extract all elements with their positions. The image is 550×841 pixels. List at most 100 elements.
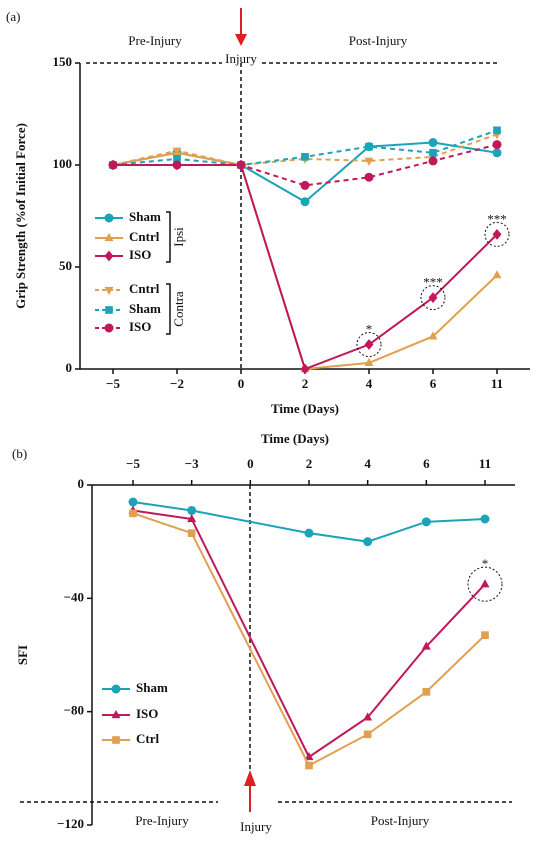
highlight-circle: [420, 285, 446, 311]
data-point: [492, 148, 502, 158]
x-tick-label: −5: [126, 456, 140, 471]
y-axis-label: Grip Strength (%of Initial Force): [13, 123, 28, 309]
y-axis-label: SFI: [15, 645, 30, 665]
x-axis-label: Time (Days): [261, 431, 329, 446]
data-point: [304, 752, 314, 761]
highlight-circle: [467, 566, 503, 602]
y-tick-label: −80: [64, 703, 84, 718]
data-point: [492, 270, 502, 279]
data-point: [173, 155, 181, 163]
data-point: [300, 197, 310, 207]
y-tick-label: 50: [59, 258, 72, 273]
data-point: [492, 140, 502, 150]
injury-label: Injury: [240, 819, 272, 834]
post-injury-label: Post-Injury: [371, 813, 430, 828]
data-point: [422, 688, 431, 696]
data-point: [187, 506, 197, 515]
injury-label: Injury: [225, 51, 257, 66]
data-point: [481, 631, 489, 639]
legend-bracket: [166, 283, 171, 335]
data-point: [300, 180, 310, 190]
x-tick-label: −3: [185, 456, 199, 471]
data-point: [363, 730, 372, 739]
legend-marker: [105, 306, 113, 314]
injury-arrowhead: [244, 770, 256, 786]
data-point: [187, 514, 197, 523]
data-point: [363, 712, 373, 721]
pre-injury-label: Pre-Injury: [135, 813, 189, 828]
legend-group-label: Contra: [171, 291, 186, 327]
panel-label: (b): [12, 446, 27, 461]
data-point: [480, 514, 490, 524]
significance-label: *: [366, 322, 373, 337]
legend-label: ISO: [129, 319, 151, 334]
x-tick-label: 4: [364, 456, 371, 471]
data-point: [428, 292, 438, 303]
x-tick-label: −2: [170, 376, 184, 391]
injury-arrowhead: [235, 34, 247, 46]
y-tick-label: 0: [66, 360, 73, 375]
x-tick-label: 2: [306, 456, 313, 471]
data-point: [364, 157, 374, 166]
data-point: [428, 331, 438, 340]
data-point: [493, 126, 501, 135]
legend-label: Sham: [129, 301, 161, 316]
pre-injury-label: Pre-Injury: [128, 33, 182, 48]
x-tick-label: −5: [106, 376, 120, 391]
data-point: [492, 228, 502, 240]
y-tick-label: 100: [53, 156, 73, 171]
data-point: [421, 641, 431, 650]
significance-label: *: [482, 556, 489, 571]
y-tick-label: −120: [57, 816, 84, 831]
data-point: [421, 517, 431, 527]
data-point: [428, 138, 438, 148]
legend-label: Cntrl: [129, 281, 160, 296]
x-tick-label: 11: [491, 376, 503, 391]
x-tick-label: 2: [302, 376, 309, 391]
x-tick-label: 6: [423, 456, 430, 471]
data-point: [172, 147, 182, 156]
y-tick-label: 150: [53, 54, 73, 69]
legend-label: ISO: [136, 706, 158, 721]
x-tick-label: 4: [366, 376, 373, 391]
y-tick-label: −40: [64, 589, 84, 604]
legend-label: Ctrl: [136, 731, 159, 746]
x-tick-label: 6: [430, 376, 437, 391]
legend-marker: [112, 736, 120, 744]
data-point: [128, 497, 138, 507]
legend-marker: [104, 250, 114, 262]
data-point: [364, 339, 374, 350]
data-point: [364, 357, 374, 367]
significance-label: ***: [423, 275, 443, 290]
x-tick-label: 11: [479, 456, 491, 471]
x-tick-label: 0: [247, 456, 254, 471]
legend-marker: [104, 286, 114, 295]
legend-label: Sham: [129, 209, 161, 224]
legend-marker: [111, 684, 121, 694]
legend-group-label: Ipsi: [171, 227, 186, 247]
highlight-circle: [356, 332, 382, 358]
series-line: [132, 501, 486, 543]
data-point: [129, 509, 137, 518]
data-point: [301, 153, 309, 161]
y-tick-label: 0: [78, 476, 85, 491]
post-injury-label: Post-Injury: [349, 33, 408, 48]
series-line: [132, 512, 486, 767]
legend-bracket: [166, 211, 171, 263]
significance-label: ***: [487, 211, 507, 226]
data-point: [363, 537, 373, 547]
data-point: [365, 142, 373, 151]
data-point: [429, 148, 437, 157]
series-line: [132, 509, 486, 759]
legend-marker: [104, 323, 114, 333]
series-line: [113, 164, 498, 371]
data-point: [108, 160, 118, 170]
data-point: [364, 172, 374, 182]
legend-label: Cntrl: [129, 229, 160, 244]
legend-marker: [104, 213, 114, 223]
highlight-circle: [484, 221, 510, 247]
legend-label: Sham: [136, 680, 168, 695]
legend-marker: [104, 233, 114, 242]
data-point: [480, 579, 490, 588]
